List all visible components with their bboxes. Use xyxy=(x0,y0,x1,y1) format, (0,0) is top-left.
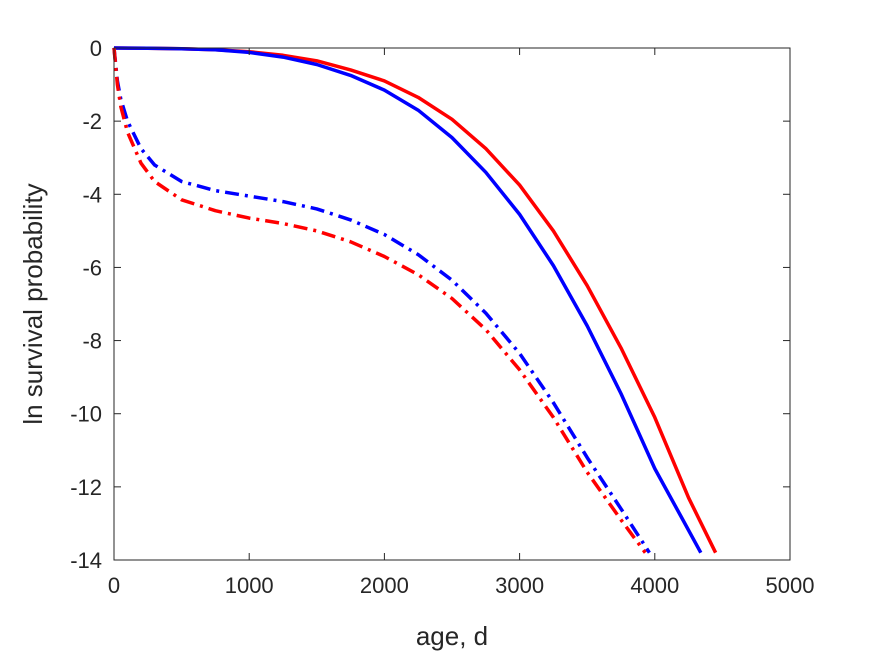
series-line-4 xyxy=(112,47,647,554)
y-tick-label: -10 xyxy=(70,402,102,427)
y-tick-label: -14 xyxy=(70,548,102,573)
x-tick-label: 1000 xyxy=(225,573,274,598)
x-tick-label: 3000 xyxy=(495,573,544,598)
ticks-layer: 0 1000 2000 3000 4000 5000 0 -2 -4 -6 -8 -10 -12 -14 xyxy=(70,36,814,598)
y-tick-label: -4 xyxy=(82,182,102,207)
series-layer xyxy=(112,46,718,554)
y-tick-label: -8 xyxy=(82,329,102,354)
y-tick-label: -6 xyxy=(82,255,102,280)
y-tick-label: -2 xyxy=(82,109,102,134)
plot-frame xyxy=(113,47,791,561)
series-line-2 xyxy=(113,46,703,554)
x-tick-label: 0 xyxy=(108,573,120,598)
x-tick-label: 4000 xyxy=(630,573,679,598)
y-tick-label: 0 xyxy=(90,36,102,61)
y-tick-label: -12 xyxy=(70,475,102,500)
x-tick-label: 5000 xyxy=(766,573,815,598)
y-axis-label: ln survival probability xyxy=(18,183,48,424)
series-line-3 xyxy=(112,47,651,554)
x-tick-label: 2000 xyxy=(360,573,409,598)
x-axis-label: age, d xyxy=(416,621,488,651)
